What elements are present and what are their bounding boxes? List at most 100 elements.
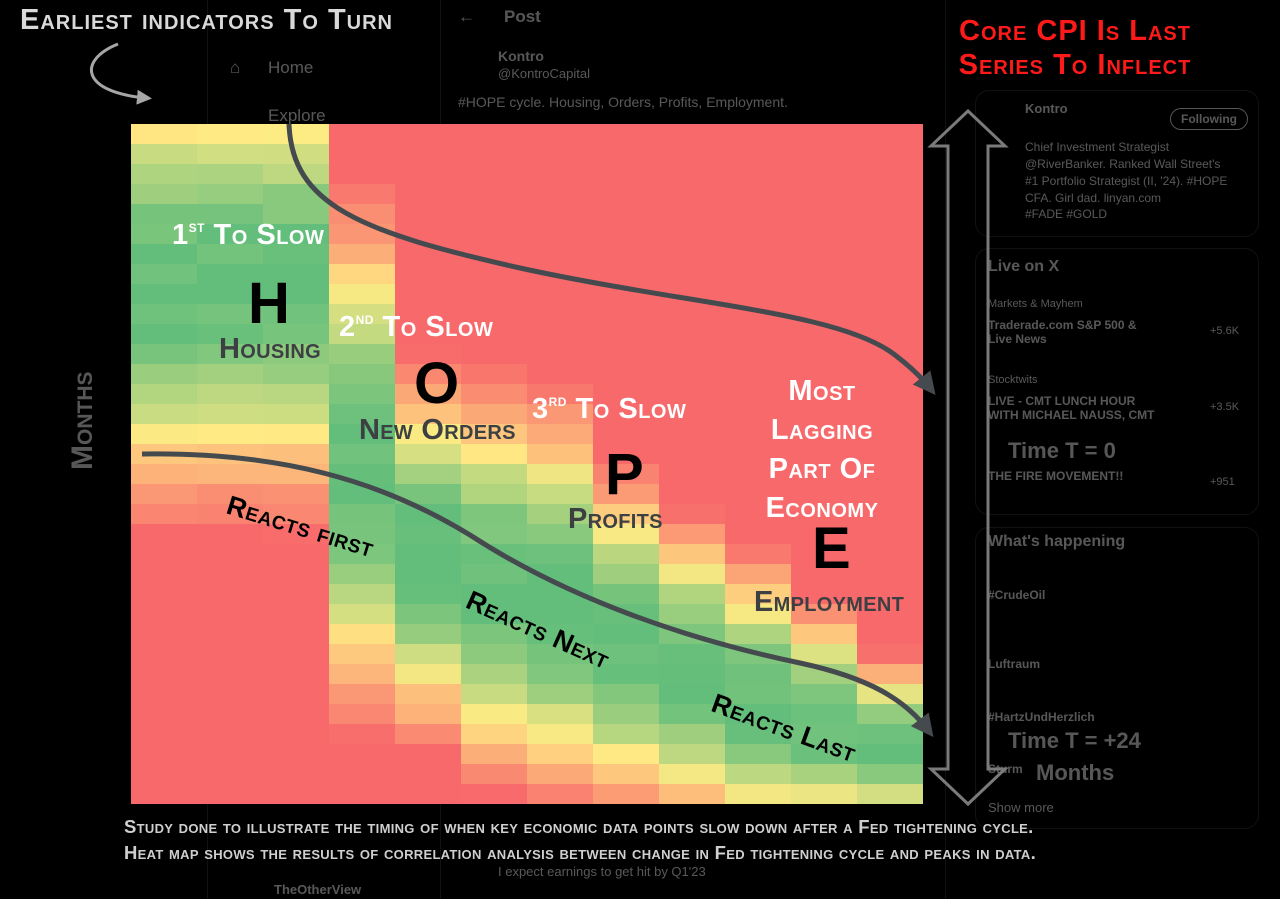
heatmap-cell xyxy=(131,244,198,265)
heatmap-cell xyxy=(791,424,858,445)
heatmap-cell xyxy=(857,504,923,525)
time-double-arrow xyxy=(927,108,1009,807)
heatmap-cell xyxy=(197,284,264,305)
heatmap-cell xyxy=(329,184,396,205)
heatmap-cell xyxy=(725,664,792,685)
heatmap-cell xyxy=(263,684,330,705)
heatmap-cell xyxy=(197,364,264,385)
heatmap-cell xyxy=(857,444,923,465)
heatmap-cell xyxy=(395,704,462,725)
heatmap-cell xyxy=(593,424,660,445)
stage-profits-heading: 3rd To Slow xyxy=(532,391,687,425)
heatmap-cell xyxy=(593,344,660,365)
heatmap-cell xyxy=(461,184,528,205)
heatmap-cell xyxy=(461,624,528,645)
heatmap-cell xyxy=(461,504,528,525)
heatmap-cell xyxy=(527,744,594,765)
heatmap-cell xyxy=(857,124,923,145)
heatmap-cell xyxy=(593,684,660,705)
heatmap-cell xyxy=(659,304,726,325)
heatmap-cell xyxy=(593,184,660,205)
heatmap-cell xyxy=(659,404,726,425)
heatmap-cell xyxy=(461,364,528,385)
heatmap-cell xyxy=(329,644,396,665)
heatmap-cell xyxy=(329,124,396,145)
heatmap-cell xyxy=(593,744,660,765)
heatmap-cell xyxy=(593,304,660,325)
heatmap-cell xyxy=(857,184,923,205)
heatmap-cell xyxy=(329,784,396,804)
heatmap-cell xyxy=(461,764,528,785)
heatmap-cell xyxy=(725,344,792,365)
heatmap-cell xyxy=(725,264,792,285)
heatmap-cell xyxy=(791,264,858,285)
heatmap-cell xyxy=(329,384,396,405)
heatmap-cell xyxy=(197,424,264,445)
heatmap-cell xyxy=(659,244,726,265)
heatmap-cell xyxy=(725,604,792,625)
heatmap-cell xyxy=(197,784,264,804)
heatmap-cell xyxy=(593,364,660,385)
heatmap-cell xyxy=(593,224,660,245)
heatmap-cell xyxy=(461,204,528,225)
heatmap-cell xyxy=(593,624,660,645)
heatmap-cell xyxy=(131,764,198,785)
heatmap-cell xyxy=(263,484,330,505)
top-left-caption: Earliest indicators To Turn xyxy=(20,4,393,36)
lower-flow-arrow xyxy=(141,451,934,738)
heatmap-cell xyxy=(527,444,594,465)
heatmap-cell xyxy=(857,784,923,804)
heatmap-cell xyxy=(329,204,396,225)
sector-housing: Housing xyxy=(219,333,321,365)
heatmap-cell xyxy=(791,204,858,225)
heatmap-cell xyxy=(791,704,858,725)
lagging-line-4: Economy xyxy=(765,492,879,524)
heatmap-cell xyxy=(527,584,594,605)
heatmap-cell xyxy=(197,704,264,725)
heatmap-cell xyxy=(659,604,726,625)
heatmap-cell xyxy=(527,464,594,485)
heatmap-grid xyxy=(131,124,923,804)
heatmap-cell xyxy=(593,504,660,525)
heatmap-cell xyxy=(197,564,264,585)
heatmap-cell xyxy=(131,624,198,645)
heatmap-cell xyxy=(725,784,792,804)
heatmap-cell xyxy=(131,564,198,585)
heatmap-cell xyxy=(725,204,792,225)
heatmap-cell xyxy=(593,384,660,405)
heatmap-cell xyxy=(593,324,660,345)
heatmap-cell xyxy=(725,764,792,785)
heatmap-cell xyxy=(131,464,198,485)
heatmap-cell xyxy=(263,524,330,545)
heatmap-cell xyxy=(527,364,594,385)
heatmap-cell xyxy=(461,424,528,445)
heatmap-cell xyxy=(197,384,264,405)
heatmap-cell xyxy=(527,704,594,725)
heatmap-cell xyxy=(329,524,396,545)
heatmap-cell xyxy=(527,284,594,305)
heatmap-cell xyxy=(329,404,396,425)
heatmap-cell xyxy=(857,284,923,305)
heatmap-cell xyxy=(527,424,594,445)
heatmap-cell xyxy=(593,404,660,425)
heatmap-cell xyxy=(131,384,198,405)
heatmap-cell xyxy=(527,604,594,625)
heatmap-cell xyxy=(329,664,396,685)
heatmap-cell xyxy=(197,144,264,165)
heatmap-cell xyxy=(263,224,330,245)
heatmap-cell xyxy=(857,604,923,625)
heatmap-cell xyxy=(857,144,923,165)
heatmap-cell xyxy=(329,764,396,785)
heatmap-cell xyxy=(593,544,660,565)
heatmap-cell xyxy=(593,164,660,185)
heatmap-cell xyxy=(131,184,198,205)
heatmap-cell xyxy=(329,744,396,765)
heatmap-cell xyxy=(197,764,264,785)
heatmap-cell xyxy=(461,264,528,285)
heatmap-cell xyxy=(791,784,858,804)
heatmap-cell xyxy=(131,524,198,545)
heatmap-cell xyxy=(659,284,726,305)
heatmap-cell xyxy=(131,204,198,225)
heatmap-cell xyxy=(857,424,923,445)
heatmap-cell xyxy=(659,524,726,545)
